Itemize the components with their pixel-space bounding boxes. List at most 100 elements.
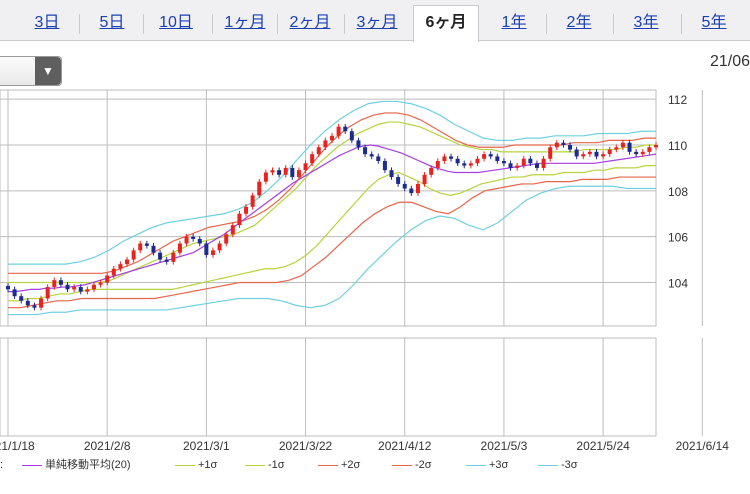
candle-up xyxy=(303,163,308,171)
y-tick-label: 112 xyxy=(668,93,687,107)
candle-up xyxy=(131,250,136,260)
candle-up xyxy=(601,154,606,157)
tab-separator xyxy=(277,14,278,34)
legend-label: -3σ xyxy=(561,459,578,471)
candle-up xyxy=(244,206,249,214)
tab-8[interactable]: 2年 xyxy=(566,14,592,31)
candle-up xyxy=(270,170,275,173)
tab-0[interactable]: 3日 xyxy=(34,14,60,31)
candle-down xyxy=(65,284,70,290)
candle-down xyxy=(197,238,202,244)
candle-down xyxy=(343,126,348,132)
candle-up xyxy=(138,243,143,251)
tab-4[interactable]: 2ヶ月 xyxy=(289,14,331,31)
candle-up xyxy=(39,298,44,308)
minus-1-sigma-line xyxy=(8,165,656,302)
legend-label: 単純移動平均(20) xyxy=(45,459,131,471)
candle-down xyxy=(495,156,500,162)
candle-down xyxy=(277,170,282,175)
y-tick-label: 108 xyxy=(668,185,688,199)
candle-up xyxy=(521,158,526,166)
candle-down xyxy=(409,188,414,194)
candle-up xyxy=(118,264,123,269)
tab-7[interactable]: 1年 xyxy=(501,14,527,31)
candle-down xyxy=(376,156,381,162)
legend-swatch xyxy=(466,464,486,466)
header-date: 21/06 xyxy=(709,53,750,70)
candle-up xyxy=(217,243,222,251)
tab-1[interactable]: 5日 xyxy=(99,14,125,31)
candle-down xyxy=(6,285,10,290)
candle-down xyxy=(508,163,513,168)
legend-item: -3σ xyxy=(538,458,578,472)
triangle-down-icon[interactable]: ▼ xyxy=(35,57,61,85)
tab-separator xyxy=(344,14,345,34)
tab-separator xyxy=(613,14,614,34)
candle-up xyxy=(283,167,288,175)
y-tick-label: 110 xyxy=(668,139,687,153)
candle-up xyxy=(171,252,176,262)
candle-down xyxy=(594,151,599,157)
candle-up xyxy=(415,183,420,194)
legend-swatch xyxy=(245,464,265,466)
candle-down xyxy=(158,252,163,260)
tab-2[interactable]: 10日 xyxy=(159,14,193,31)
candle-up xyxy=(323,140,328,148)
tab-9[interactable]: 3年 xyxy=(633,14,659,31)
legend-item: +1σ xyxy=(175,458,217,472)
candle-down xyxy=(574,149,579,157)
candle-up xyxy=(91,284,96,290)
legend-swatch xyxy=(392,464,412,466)
candle-up xyxy=(468,163,473,166)
period-tab-bar: 3日 5日 10日 1ヶ月 2ヶ月 3ヶ月 6ヶ月 1年 2年 3年 5年 xyxy=(0,0,750,42)
candle-down xyxy=(455,158,460,164)
legend-label: -1σ xyxy=(268,459,285,471)
candle-up xyxy=(85,289,90,292)
period-dropdown[interactable]: ▼ xyxy=(0,56,62,86)
tab-3[interactable]: 1ヶ月 xyxy=(224,14,266,31)
candle-up xyxy=(111,268,116,276)
legend-label: +3σ xyxy=(489,459,509,471)
candle-up xyxy=(237,213,242,226)
tab-10[interactable]: 5年 xyxy=(701,14,727,31)
candle-up xyxy=(435,161,440,168)
candle-up xyxy=(429,167,434,175)
tab-6[interactable]: 6ヶ月 xyxy=(413,5,479,42)
x-tick-label: 2021/3/22 xyxy=(279,439,333,453)
legend-item: -2σ xyxy=(392,458,432,472)
candle-down xyxy=(561,142,566,145)
candle-up xyxy=(541,158,546,168)
candle-up xyxy=(554,142,559,148)
candle-up xyxy=(336,126,341,136)
tab-5[interactable]: 3ヶ月 xyxy=(356,14,398,31)
candle-down xyxy=(369,154,374,157)
tab-separator xyxy=(143,14,144,34)
candle-down xyxy=(488,154,493,157)
candle-down xyxy=(534,163,539,168)
candle-up xyxy=(105,275,110,283)
plus-3-sigma-line xyxy=(8,100,656,265)
legend-swatch xyxy=(318,464,338,466)
legend-label: +1σ xyxy=(198,459,218,471)
candle-up xyxy=(587,151,592,155)
candle-up xyxy=(45,287,50,299)
candle-down xyxy=(191,236,196,239)
candle-down xyxy=(402,183,407,189)
y-tick-label: 104 xyxy=(668,276,688,290)
x-tick-label: 2021/5/24 xyxy=(576,439,630,453)
candle-up xyxy=(184,236,189,244)
candle-down xyxy=(627,142,632,152)
candle-down xyxy=(204,243,209,255)
candle-up xyxy=(177,243,182,253)
candle-down xyxy=(12,289,17,297)
tab-separator xyxy=(212,14,213,34)
candle-up xyxy=(647,147,652,152)
candle-up xyxy=(640,151,645,155)
legend-swatch xyxy=(538,464,558,466)
x-tick-label: 2021/6/14 xyxy=(676,439,730,453)
x-tick-label: 2021/5/3 xyxy=(481,439,528,453)
candle-down xyxy=(396,177,401,184)
price-pane xyxy=(0,89,657,327)
candle-down xyxy=(32,305,37,308)
legend-swatch xyxy=(22,464,42,466)
